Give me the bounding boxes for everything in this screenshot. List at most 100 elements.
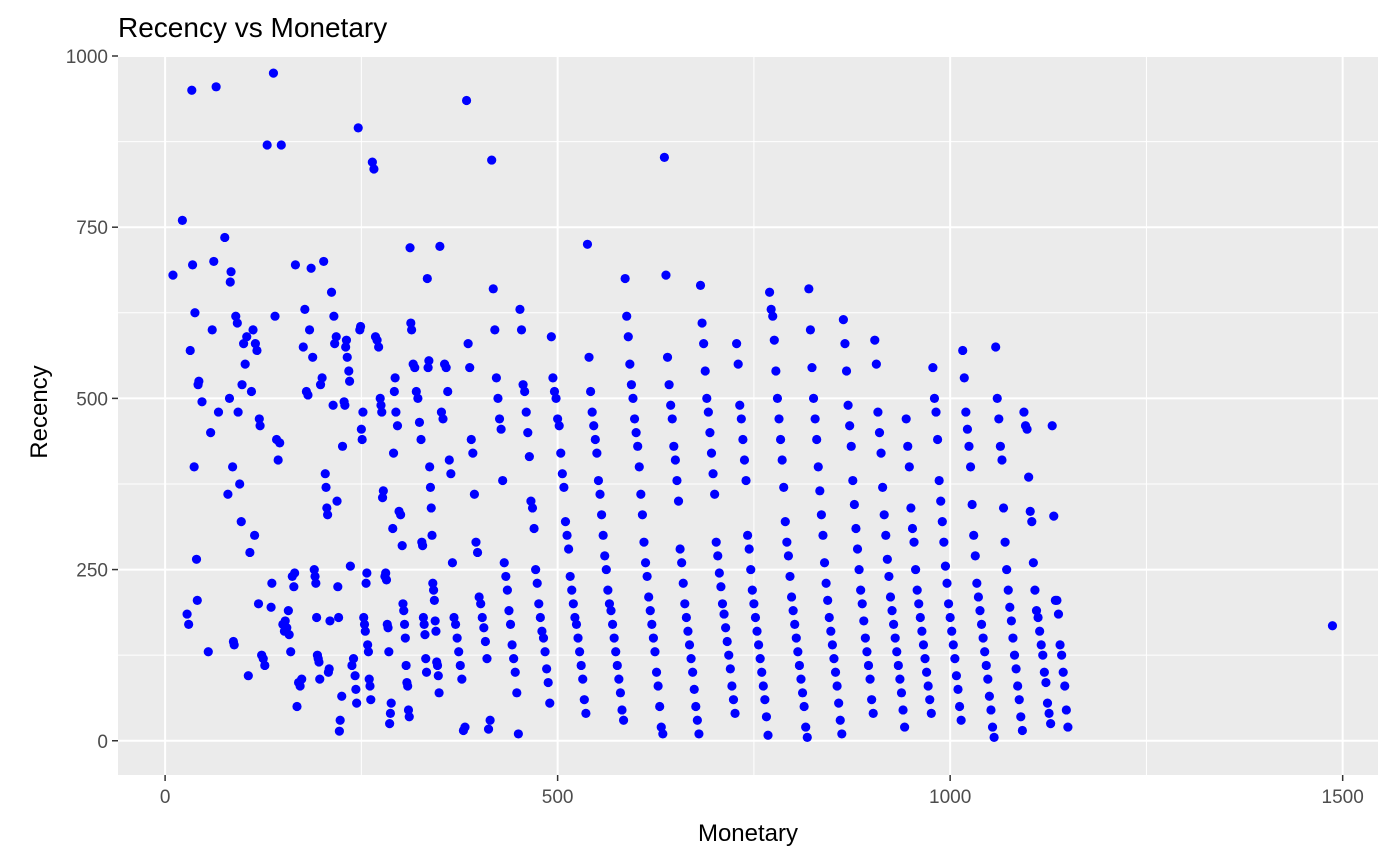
data-point <box>595 489 605 499</box>
data-point <box>915 612 925 623</box>
data-point <box>1044 708 1054 718</box>
data-point <box>699 339 709 349</box>
data-point <box>582 239 593 249</box>
data-point <box>254 414 264 424</box>
data-point <box>1052 595 1062 605</box>
data-point <box>224 393 235 403</box>
data-point <box>998 503 1009 513</box>
data-point <box>940 561 951 571</box>
data-point <box>206 428 216 438</box>
data-point <box>837 729 847 739</box>
data-point <box>192 595 202 605</box>
data-point <box>760 695 770 705</box>
data-point <box>332 496 342 506</box>
data-point <box>1024 472 1034 482</box>
data-point <box>284 630 294 640</box>
data-point <box>722 636 732 647</box>
data-point <box>194 376 204 386</box>
data-point <box>342 352 352 362</box>
data-point <box>705 428 715 438</box>
data-point <box>228 462 238 472</box>
data-point <box>211 82 221 92</box>
data-point <box>243 671 253 681</box>
data-point <box>502 585 512 595</box>
data-point <box>534 599 544 609</box>
data-point <box>468 448 478 458</box>
data-point <box>1047 421 1057 431</box>
data-point <box>672 475 682 486</box>
data-point <box>697 318 707 328</box>
data-point <box>948 640 958 650</box>
data-point <box>527 503 538 513</box>
data-point <box>917 626 927 636</box>
data-point <box>531 564 541 575</box>
data-point <box>482 653 492 664</box>
data-point <box>353 123 363 133</box>
data-point <box>507 640 517 650</box>
data-point <box>543 677 553 688</box>
data-point <box>275 438 285 448</box>
data-point <box>843 400 853 410</box>
data-point <box>926 708 936 718</box>
data-point <box>628 393 638 403</box>
data-point <box>821 578 831 588</box>
data-point <box>283 606 293 616</box>
data-point <box>546 332 556 342</box>
data-point <box>383 623 393 633</box>
data-point <box>717 599 728 609</box>
data-point <box>794 660 805 671</box>
data-point <box>304 325 315 335</box>
data-point <box>575 647 585 657</box>
data-point <box>432 660 443 671</box>
data-point <box>625 359 635 369</box>
data-point <box>223 489 233 499</box>
data-point <box>434 688 444 698</box>
data-point <box>750 612 761 623</box>
data-point <box>403 681 413 691</box>
data-point <box>887 606 897 616</box>
data-point <box>191 554 202 564</box>
data-point <box>1013 681 1023 691</box>
data-point <box>457 674 467 684</box>
data-point <box>816 510 827 520</box>
data-point <box>407 325 417 335</box>
data-point <box>401 660 411 671</box>
data-point <box>829 653 839 664</box>
data-point <box>350 671 360 681</box>
data-point <box>708 469 718 479</box>
data-point <box>367 157 377 167</box>
data-point <box>187 260 198 270</box>
data-point <box>428 585 439 595</box>
data-point <box>249 530 260 540</box>
data-point <box>614 674 624 684</box>
data-point <box>958 345 968 356</box>
data-point <box>758 681 768 691</box>
data-point <box>967 499 977 510</box>
data-point <box>421 653 431 664</box>
data-point <box>923 681 933 691</box>
data-point <box>476 599 486 609</box>
data-point <box>1011 664 1021 674</box>
y-tick-label: 500 <box>76 389 108 410</box>
data-point <box>983 674 993 684</box>
data-point <box>975 606 985 616</box>
data-point <box>856 585 866 595</box>
data-point <box>851 523 861 534</box>
x-axis-tick-labels: 0 500 1000 1500 <box>160 787 1364 808</box>
data-point <box>324 664 334 674</box>
data-point <box>892 647 902 657</box>
data-point <box>673 496 684 506</box>
data-point <box>609 633 619 643</box>
data-point <box>535 612 545 623</box>
data-point <box>639 537 649 547</box>
data-point <box>768 311 778 321</box>
data-point <box>314 657 324 667</box>
data-point <box>362 568 372 578</box>
data-point <box>706 448 717 458</box>
data-point <box>802 732 812 742</box>
data-point <box>396 510 406 520</box>
data-point <box>878 482 888 492</box>
data-point <box>918 640 929 650</box>
data-point <box>466 434 476 445</box>
data-point <box>1049 511 1059 521</box>
